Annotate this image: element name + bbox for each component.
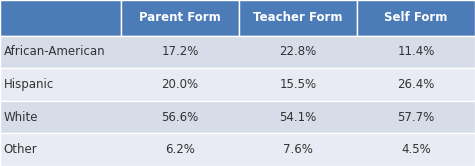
Text: Hispanic: Hispanic <box>4 78 54 91</box>
Text: 57.7%: 57.7% <box>398 111 435 124</box>
Bar <box>0 133 475 166</box>
Bar <box>0 101 475 133</box>
Text: 26.4%: 26.4% <box>397 78 435 91</box>
Text: Self Form: Self Form <box>384 11 448 24</box>
Text: 11.4%: 11.4% <box>397 45 435 58</box>
Text: 56.6%: 56.6% <box>162 111 199 124</box>
Text: 20.0%: 20.0% <box>162 78 199 91</box>
Text: Other: Other <box>4 143 38 156</box>
Text: 54.1%: 54.1% <box>279 111 317 124</box>
Text: 22.8%: 22.8% <box>279 45 317 58</box>
Text: 17.2%: 17.2% <box>162 45 199 58</box>
Bar <box>0 0 121 36</box>
Text: White: White <box>4 111 38 124</box>
Bar <box>121 0 239 36</box>
Bar <box>0 36 475 68</box>
Text: 7.6%: 7.6% <box>283 143 313 156</box>
Text: 6.2%: 6.2% <box>165 143 195 156</box>
Text: African-American: African-American <box>4 45 105 58</box>
Text: 4.5%: 4.5% <box>401 143 431 156</box>
Text: Parent Form: Parent Form <box>139 11 221 24</box>
Text: Teacher Form: Teacher Form <box>253 11 343 24</box>
Bar <box>239 0 357 36</box>
Bar <box>357 0 475 36</box>
Text: 15.5%: 15.5% <box>279 78 317 91</box>
Bar <box>0 68 475 101</box>
